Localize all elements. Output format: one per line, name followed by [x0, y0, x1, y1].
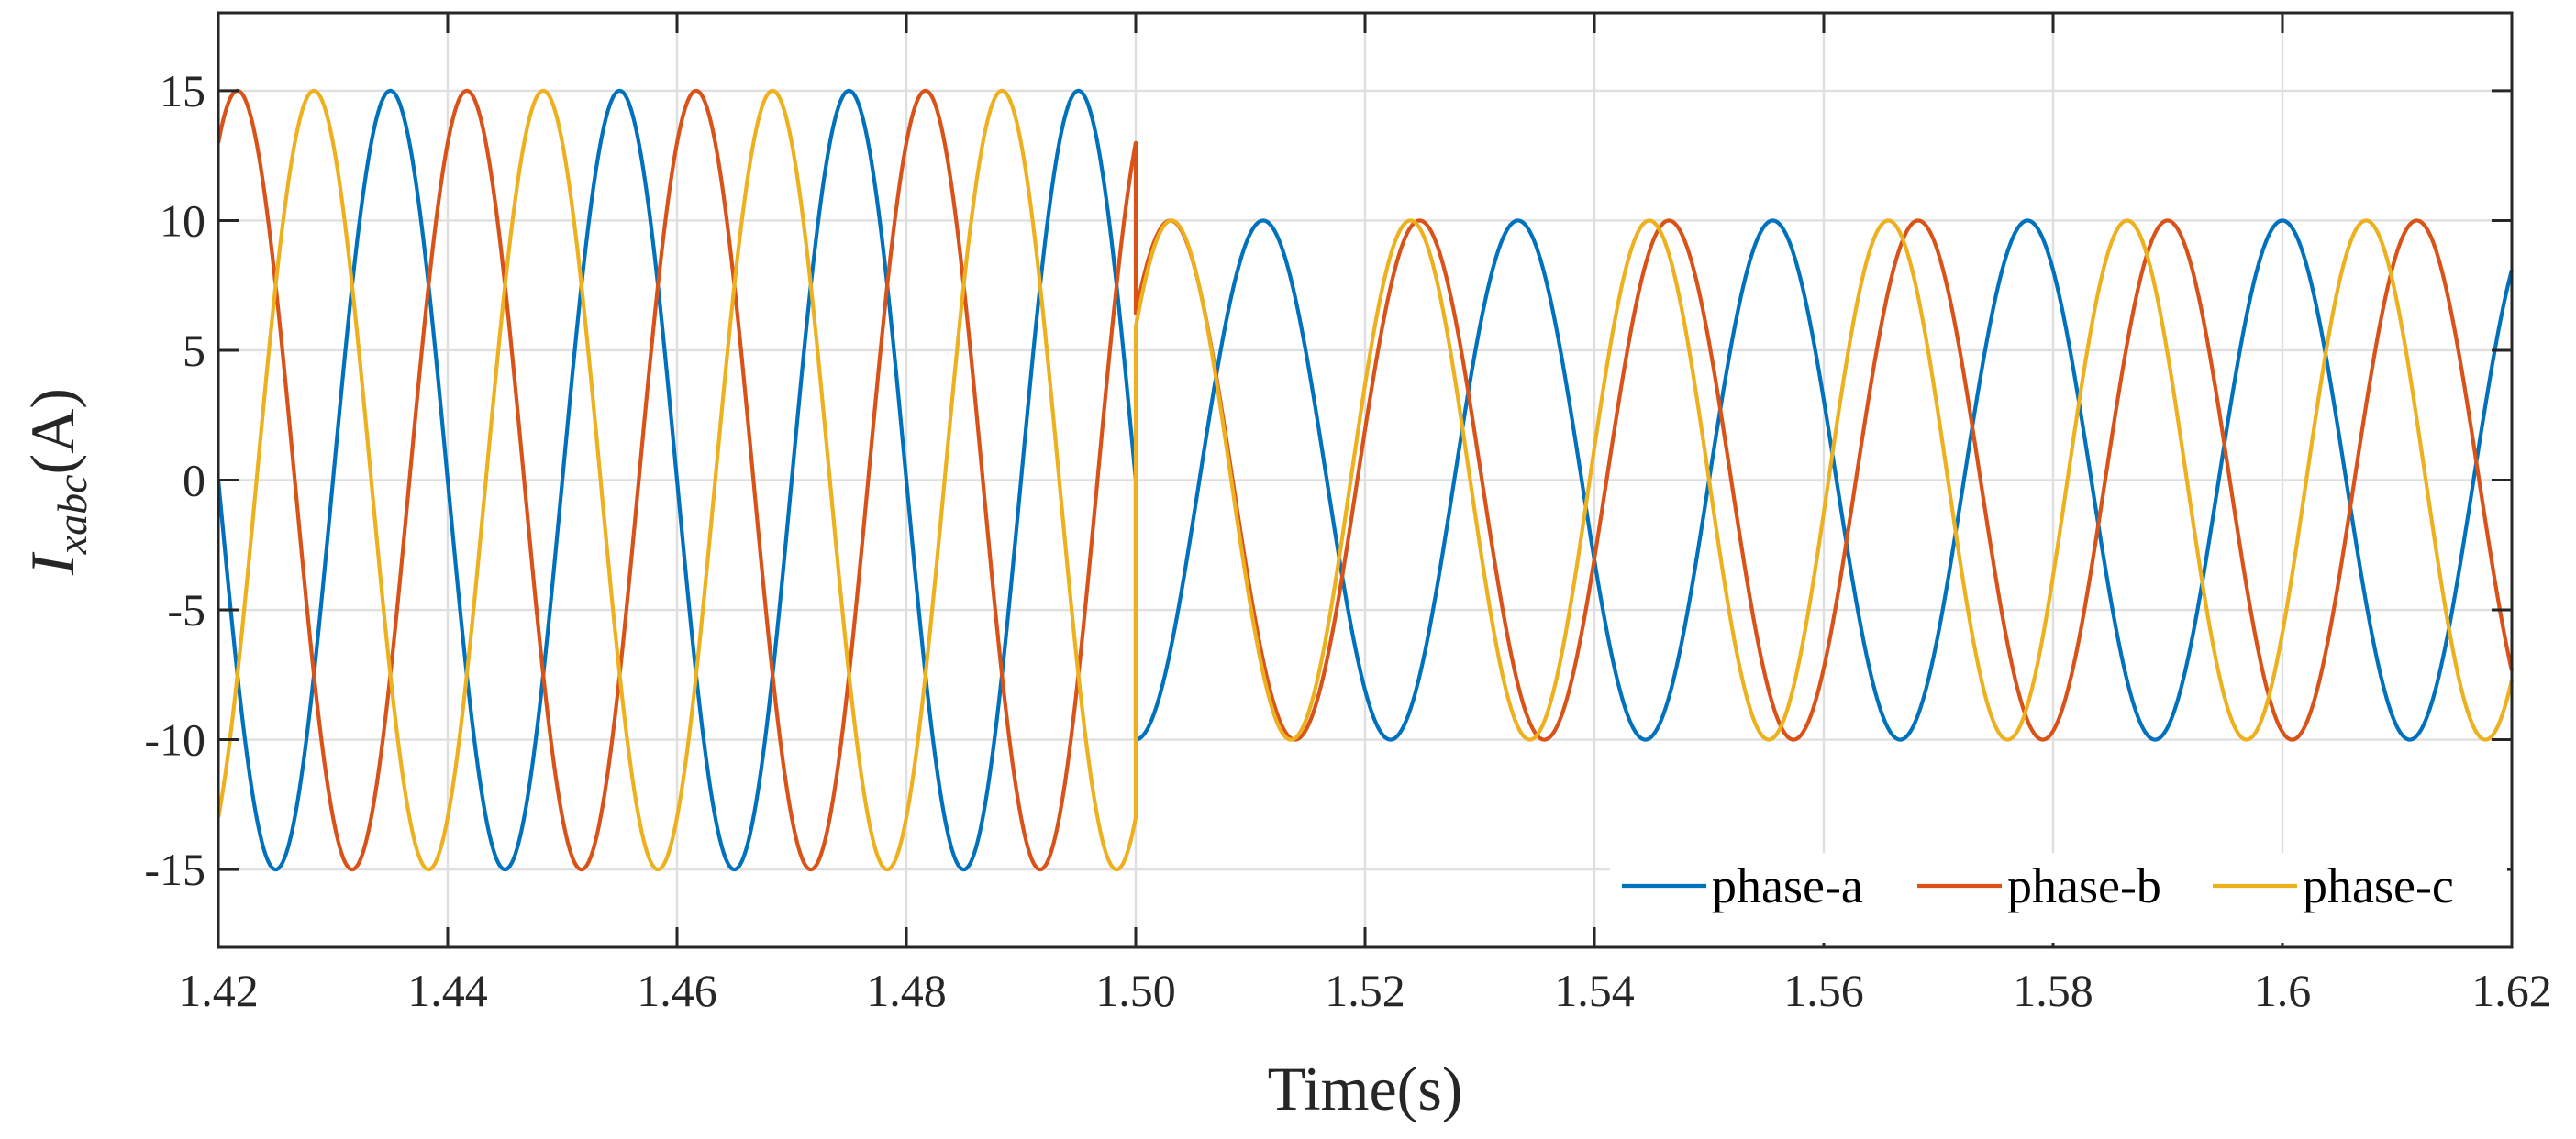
x-tick-label: 1.48	[866, 965, 947, 1016]
x-tick-label: 1.58	[2013, 965, 2093, 1016]
y-tick-label: -10	[144, 714, 205, 766]
y-tick-label: -15	[144, 844, 205, 895]
y-axis-label-subscript: xabc	[49, 474, 95, 555]
x-tick-label: 1.42	[178, 965, 259, 1016]
x-tick-label: 1.46	[637, 965, 717, 1016]
y-tick-label: 15	[160, 65, 205, 116]
svg-text:Ixabc(A): Ixabc(A)	[17, 388, 95, 576]
y-tick-label: -5	[167, 584, 205, 636]
x-tick-label: 1.50	[1095, 965, 1176, 1016]
x-tick-label: 1.44	[407, 965, 488, 1016]
y-tick-label: 10	[160, 194, 205, 246]
legend-item-phase-b: phase-b	[1917, 858, 2161, 913]
y-tick-label: 5	[183, 325, 205, 376]
y-axis-label: Ixabc(A)	[17, 388, 95, 576]
x-tick-label: 1.54	[1554, 965, 1635, 1016]
legend-label-phase-a: phase-a	[1712, 858, 1863, 913]
series-line-phase-b	[216, 88, 2515, 872]
legend-label-phase-c: phase-c	[2303, 858, 2454, 913]
legend-item-phase-a: phase-a	[1622, 858, 1863, 913]
x-axis-label: Time(s)	[1268, 1054, 1463, 1123]
y-tick-labels: 15 10 5 0 -5 -10 -15	[144, 65, 205, 895]
legend-box	[1610, 853, 2507, 943]
x-tick-labels: 1.42 1.44 1.46 1.48 1.50 1.52 1.54 1.56 1.58 1.6 1…	[178, 965, 2552, 1016]
series-line-phase-c	[216, 88, 2515, 872]
legend-label-phase-b: phase-b	[2007, 858, 2161, 913]
y-axis-label-unit: (A)	[17, 388, 87, 474]
legend-item-phase-c: phase-c	[2213, 858, 2454, 913]
y-tick-label: 0	[183, 455, 205, 506]
y-axis-label-main: I	[17, 551, 87, 576]
legend: phase-a phase-b phase-c	[1610, 853, 2507, 943]
x-tick-label: 1.52	[1325, 965, 1405, 1016]
x-tick-label: 1.62	[2471, 965, 2552, 1016]
series-layer	[216, 88, 2515, 872]
x-tick-label: 1.6	[2254, 965, 2312, 1016]
x-tick-label: 1.56	[1783, 965, 1864, 1016]
